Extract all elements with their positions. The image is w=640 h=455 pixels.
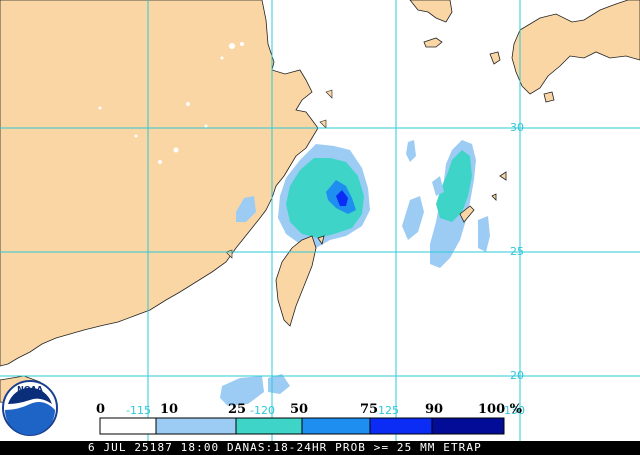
legend-swatch-10-25: [155, 417, 237, 435]
prob-10-luzon-strait: [220, 376, 264, 406]
prob-10-west-fragment: [236, 196, 256, 222]
legend-value-90: 90: [425, 402, 443, 417]
longitude-label-115: -115: [126, 404, 151, 417]
jeju-island: [423, 37, 443, 48]
longitude-label-120: -120: [250, 404, 275, 417]
ryukyu-islands: [317, 171, 507, 245]
latitude-label-25: 25: [510, 245, 524, 258]
noaa-logo-text: NOAA: [17, 385, 43, 394]
footer-caption-bar: 6 JUL 25187 18:00 DANAS:18-24HR PROB >= …: [0, 441, 640, 455]
japan-kyushu-shikoku: [511, 0, 640, 95]
legend-value-75: 75: [360, 402, 378, 417]
footer-caption: 6 JUL 25187 18:00 DANAS:18-24HR PROB >= …: [88, 441, 482, 454]
legend-swatch-75-90: [369, 417, 433, 435]
noaa-logo-bird: [8, 387, 52, 404]
probability-field: [220, 140, 490, 406]
legend-value-25: 25: [228, 402, 246, 417]
legend-swatch-90-100: [431, 417, 505, 435]
korea-peninsula: [409, 0, 453, 23]
prob-10-okinawa-east: [478, 216, 490, 252]
prob-75-core: [336, 190, 348, 206]
prob-10-ryukyu-band-west: [402, 196, 424, 240]
legend-swatch-0-10: [99, 417, 157, 435]
legend-value-100: 100 %: [478, 402, 523, 417]
taiwan: [275, 235, 317, 327]
legend-values: 0 10 25 50 75 90 100 %: [96, 402, 523, 417]
japan-small-island: [489, 51, 501, 65]
legend-value-0: 0: [96, 402, 105, 417]
legend-value-50: 50: [290, 402, 308, 417]
prob-10-luzon-strait-2: [268, 374, 290, 394]
inland-lakes: [98, 42, 244, 164]
mainland-china: [0, 0, 319, 367]
legend-swatch-25-50: [235, 417, 303, 435]
noaa-logo: NOAA: [2, 380, 58, 436]
prob-10-small-north: [406, 140, 416, 162]
legend-color-bar: [99, 417, 505, 435]
latitude-label-30: 30: [510, 121, 524, 134]
longitude-label-130: -130: [500, 404, 525, 417]
prob-25-east-china-sea: [286, 158, 364, 238]
lat-lon-grid: [0, 0, 640, 441]
prob-10-small-mid: [432, 176, 444, 196]
noaa-logo-wave: [5, 402, 55, 435]
longitude-label-125: -125: [374, 404, 399, 417]
latitude-label-20: 20: [510, 369, 524, 382]
japan-island-2: [543, 91, 555, 103]
prob-25-ryukyu: [436, 150, 472, 222]
legend-value-10: 10: [160, 402, 178, 417]
legend-swatch-50-75: [301, 417, 371, 435]
